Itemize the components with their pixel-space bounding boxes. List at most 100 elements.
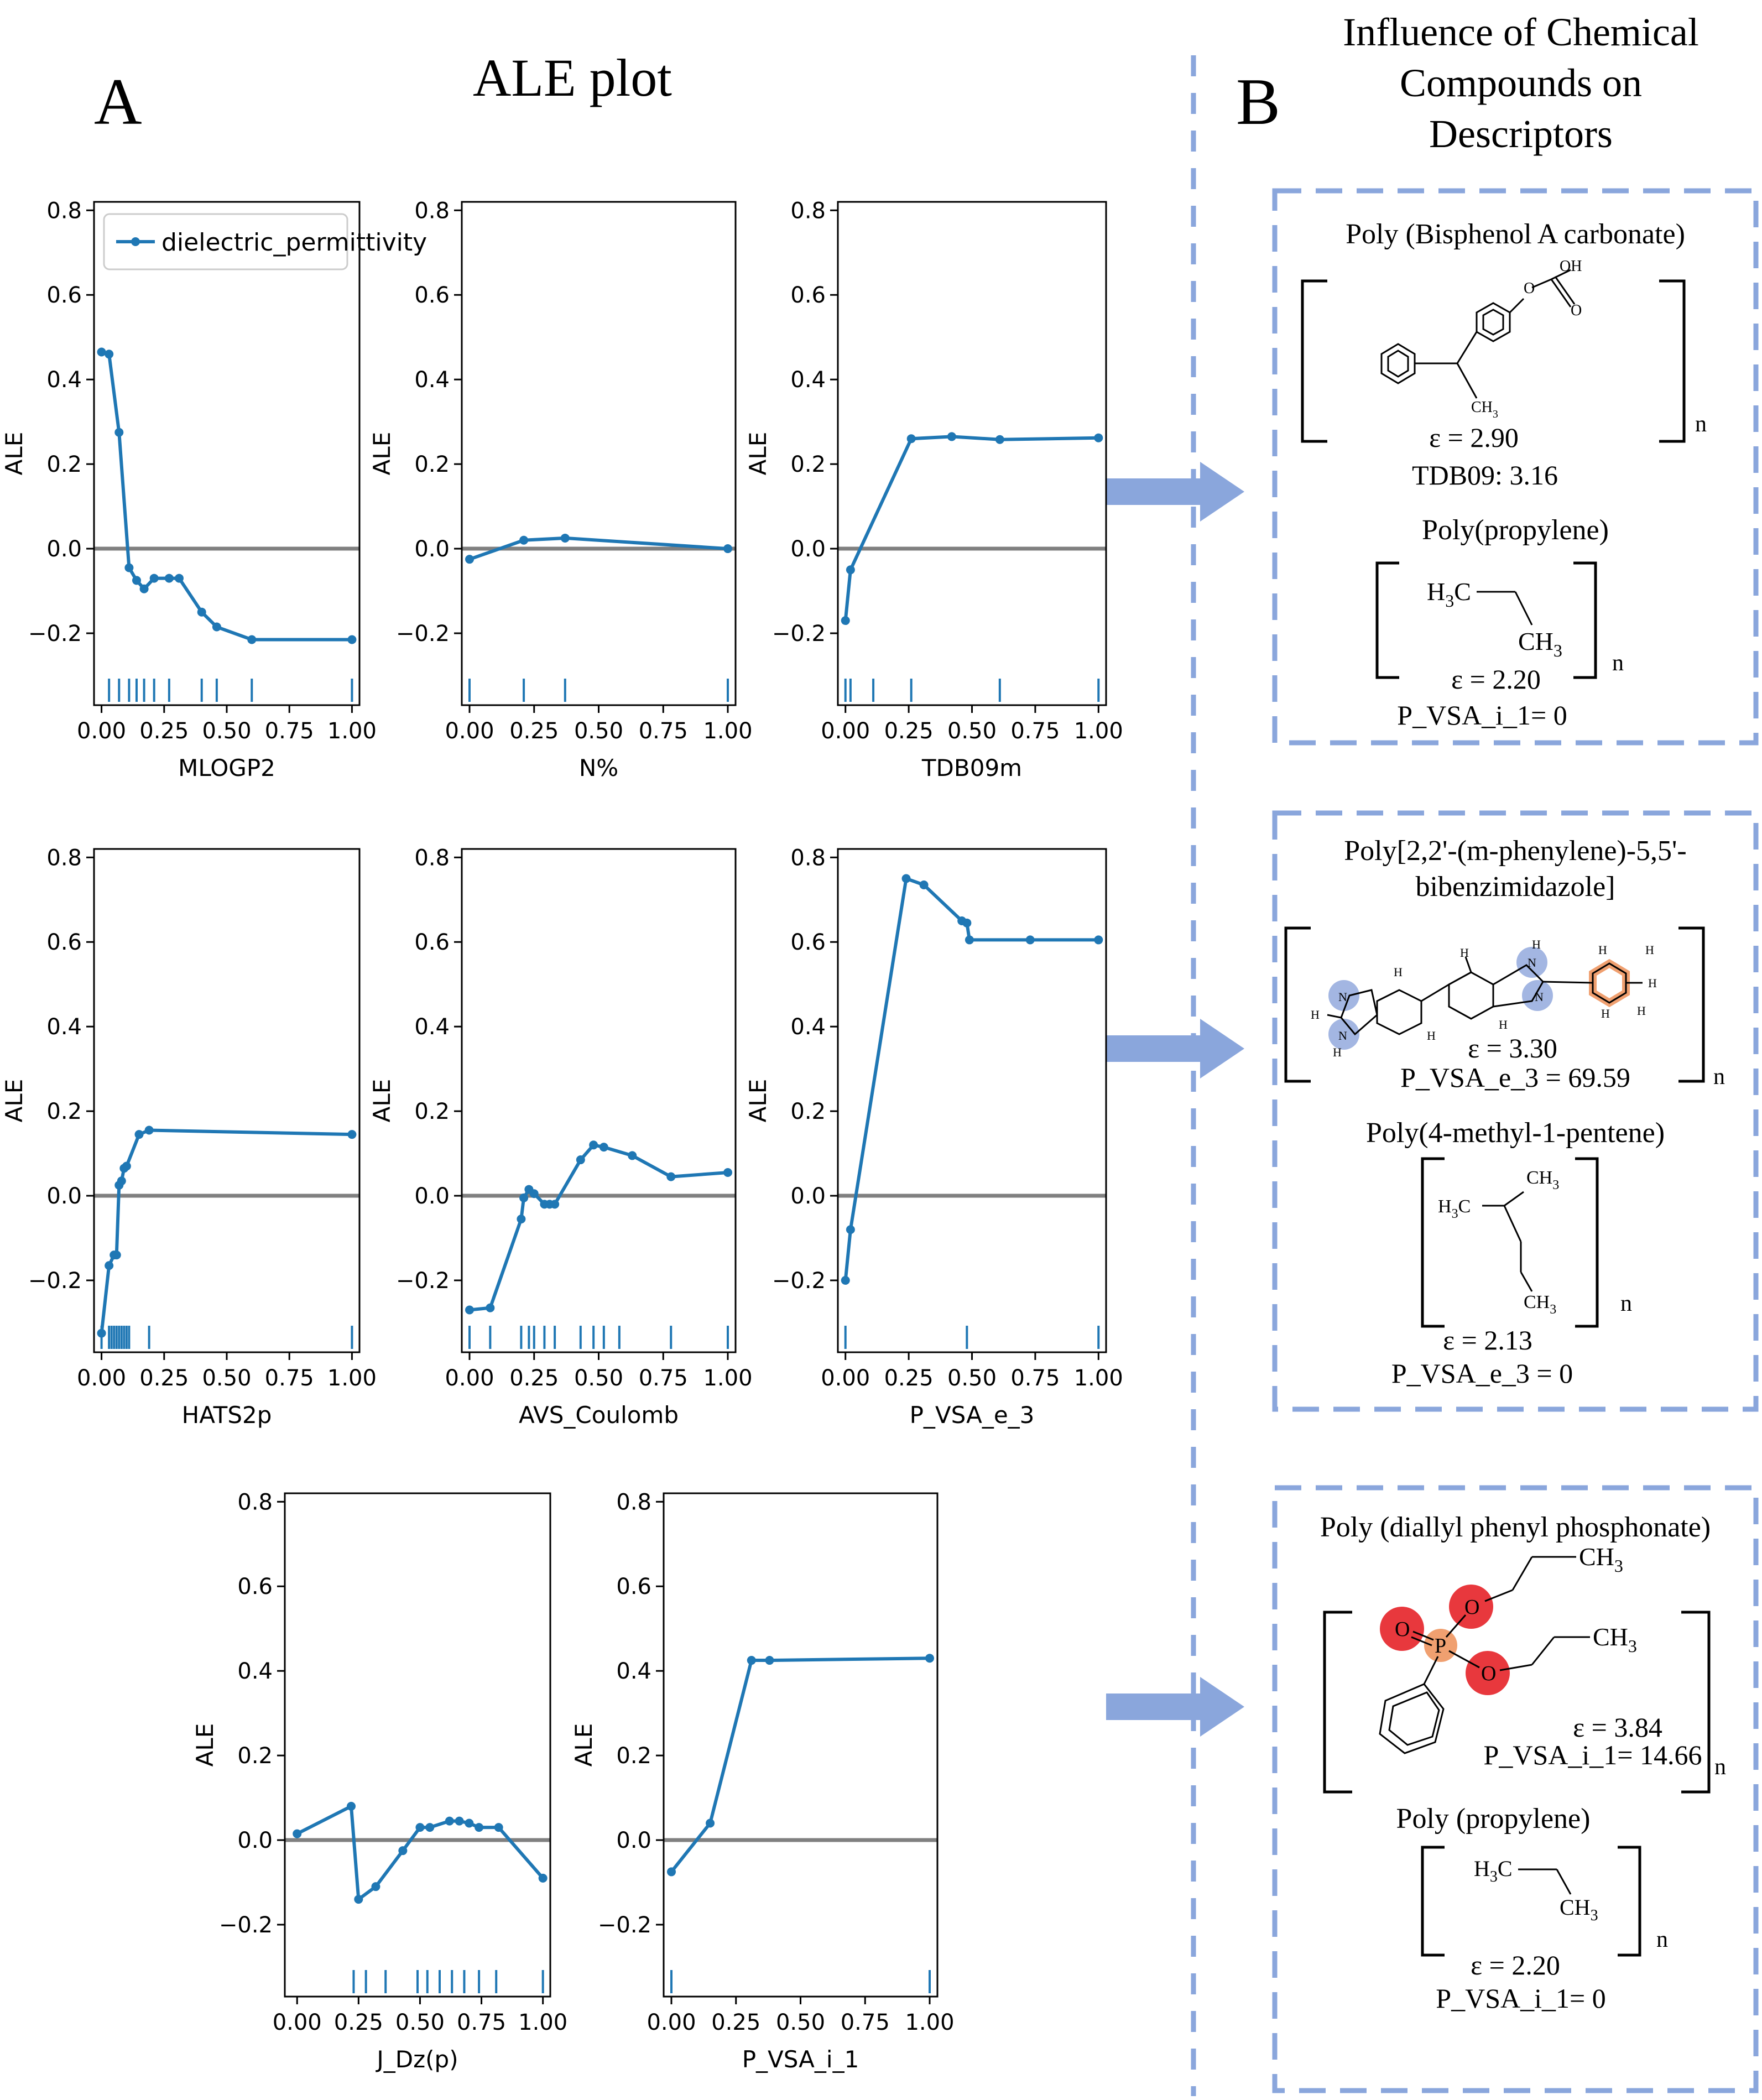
data-point [995,435,1004,444]
series-line [101,350,352,642]
y-tick-label: 0.4 [46,1014,82,1040]
data-point [1025,935,1035,945]
y-tick-label: 0.0 [414,1184,450,1209]
compound-1b-h3c: H3C [1427,577,1471,611]
y-tick-label: 0.8 [616,1489,651,1515]
x-tick-label: 0.75 [1010,1366,1060,1391]
compound-3-structure [1323,1556,1711,1794]
data-point [398,1846,408,1856]
panel-a-letter: A [94,65,142,138]
y-tick-label: 0.0 [46,1184,82,1209]
compound-1b-ch3-sub: 3 [1554,640,1562,660]
data-point [494,1823,503,1832]
data-point [105,1261,114,1270]
atom-o-1: O [1395,1618,1410,1641]
data-point [144,1125,154,1135]
y-tick-label: 0.2 [790,452,826,477]
compound-3b-labels: H3C CH3 n ε = 2.20 P_VSA_i_1= 0 [1436,1856,1668,2014]
compound-1b-n: n [1612,650,1624,676]
data-point [529,1189,539,1198]
compound-2b-title: Poly(4-methyl-1-pentene) [1366,1117,1665,1149]
legend-marker [131,237,140,246]
atom-h-11: H [1637,1004,1646,1018]
atom-p: P [1435,1634,1446,1658]
compound-2b-ch3-top-sub: 3 [1552,1178,1559,1192]
y-tick-label: 0.0 [46,536,82,562]
x-tick-label: 0.75 [457,2010,506,2035]
compound-1-o2-label: O [1571,302,1582,319]
data-point [134,1130,144,1139]
compound-2-title-line-2: bibenzimidazole] [1416,871,1615,903]
y-tick-label: 0.6 [237,1574,273,1599]
data-point [723,544,732,554]
series-line [469,536,728,561]
n-highlight-4 [1522,980,1553,1011]
y-tick-label: 0.8 [790,198,826,223]
legend-label: dielectric_permittivity [161,228,427,257]
data-point [925,1654,934,1663]
y-tick-label: −0.2 [396,1268,450,1294]
ale-plot-p_vsa_e_3: 0.00 0.25 0.50 0.75 1.00 −0.2 0.0 0.2 0.4 0.6 0.8 P… [744,845,1123,1429]
compound-1-n: n [1695,411,1707,437]
y-tick-label: 0.2 [46,1099,82,1124]
panel-b-title-line-3: Descriptors [1429,112,1613,156]
y-tick-label: −0.2 [28,1268,82,1294]
ale-plot-mlogp2: 0.00 0.25 0.50 0.75 1.00 −0.2 0.0 0.2 0.4 0.6 0.8 M… [1,198,427,781]
compound-3b-h3c-c: C [1498,1856,1513,1881]
ale-plot-tdb09m: 0.00 0.25 0.50 0.75 1.00 −0.2 0.0 0.2 0.4 0.6 0.8 T… [744,198,1123,781]
y-tick-label: 0.6 [616,1574,651,1599]
ale-plot-avs_coulomb: 0.00 0.25 0.50 0.75 1.00 −0.2 0.0 0.2 0.4 0.6 0.8 A… [368,845,753,1429]
x-tick-label: 0.00 [445,718,494,744]
x-tick-label: 0.50 [947,718,997,744]
y-tick-label: 0.4 [616,1659,651,1684]
panel-b-title-line-1: Influence of Chemical [1343,10,1699,54]
x-tick-label: 0.00 [273,2010,322,2035]
compound-3b-n: n [1656,1927,1668,1952]
plot-frame [837,848,1107,1353]
n-highlight-3 [1516,947,1547,978]
compound-2-n: n [1713,1064,1725,1090]
compound-3-epsilon: ε = 3.84 [1573,1712,1662,1743]
compound-2b-descriptor: P_VSA_e_3 = 0 [1391,1358,1573,1389]
x-tick-label: 0.25 [884,718,934,744]
y-tick-label: 0.6 [790,930,826,955]
compound-1b-ch3: CH3 [1518,627,1562,660]
compound-2b-h3c-h: H [1438,1196,1452,1217]
atom-n-4: N [1535,990,1544,1004]
arrow-1 [1106,462,1244,522]
y-tick-label: 0.8 [790,845,826,871]
compound-2b-n: n [1620,1291,1632,1316]
y-tick-label: 0.2 [46,452,82,477]
y-axis-label: ALE [191,1723,218,1767]
legend: dielectric_permittivity [103,213,427,270]
y-tick-label: 0.2 [237,1743,273,1769]
data-point [475,1823,484,1832]
data-point [666,1172,676,1181]
y-tick-label: 0.8 [46,845,82,871]
compound-1b-structure [1375,561,1597,679]
x-tick-label: 0.25 [139,718,189,744]
compound-2b-ch3-bottom-main: CH [1524,1292,1550,1312]
compound-3-title: Poly (diallyl phenyl phosphonate) [1320,1512,1711,1543]
compound-3b-epsilon: ε = 2.20 [1471,1950,1560,1981]
compound-3-ch3-a-sub: 3 [1614,1556,1623,1576]
atom-n-3: N [1528,956,1536,970]
y-tick-label: 0.6 [46,283,82,308]
n-highlight-2 [1328,1019,1359,1050]
data-point [112,1250,121,1260]
oxygen-highlight-2 [1449,1585,1493,1629]
y-axis-label: ALE [368,432,395,476]
data-point [906,434,916,444]
x-tick-label: 0.75 [265,1366,314,1391]
series-line [100,1128,352,1333]
compound-3-ch3-b: CH3 [1593,1623,1637,1656]
x-axis-label: N% [579,754,618,781]
compound-box-3 [1272,1485,1759,2093]
data-point [486,1303,495,1312]
ale-plots: 0.00 0.25 0.50 0.75 1.00 −0.2 0.0 0.2 0.4 0.6 0.8 M… [1,198,1123,2073]
data-point [919,880,929,889]
n-highlight-1 [1328,980,1359,1011]
compound-1b-title: Poly(propylene) [1422,514,1609,546]
y-tick-label: 0.6 [790,283,826,308]
